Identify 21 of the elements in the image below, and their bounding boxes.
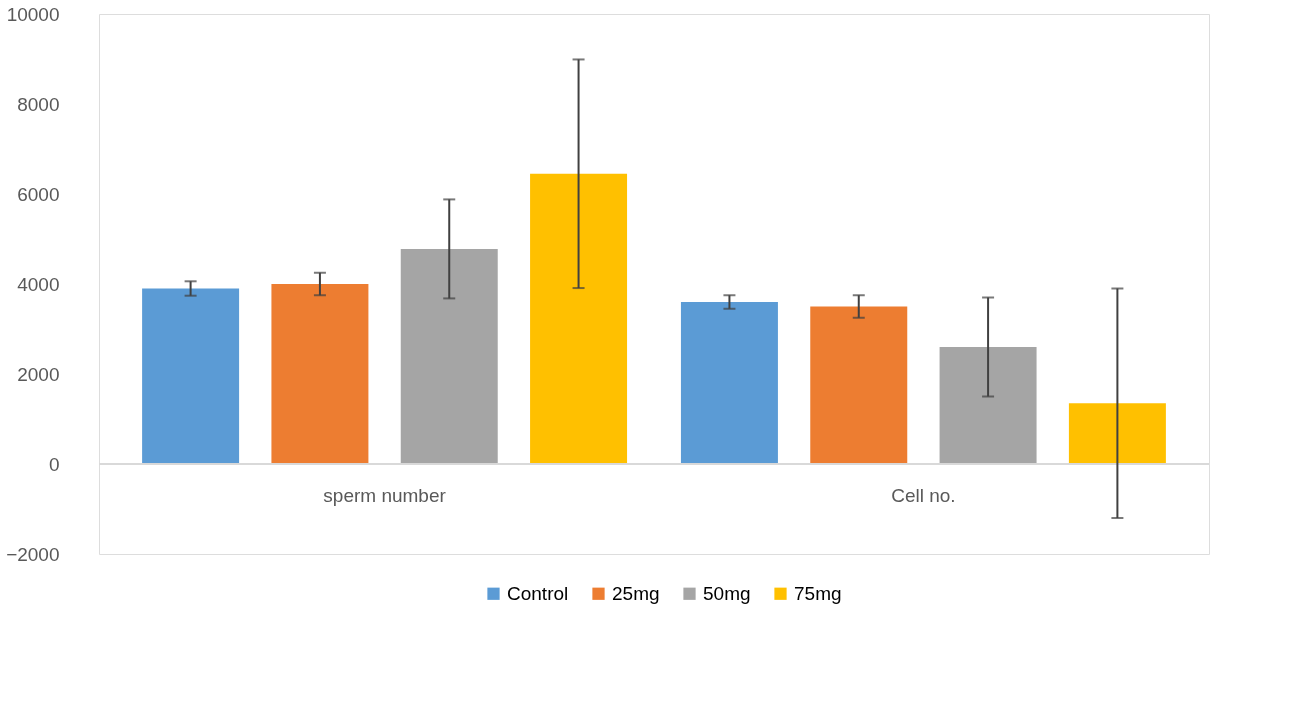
legend-label: 75mg	[794, 582, 842, 604]
legend-label: 25mg	[612, 582, 660, 604]
y-tick-label: 6000	[17, 183, 60, 205]
y-tick-label: 2000	[17, 363, 60, 385]
y-tick-label: 10000	[6, 3, 60, 25]
bar	[530, 173, 628, 464]
legend-label: 50mg	[703, 582, 751, 604]
y-tick-label: 4000	[17, 273, 60, 295]
bar	[400, 248, 498, 464]
y-tick-label: 8000	[17, 93, 60, 115]
x-tick-label: Cell no.	[891, 484, 956, 506]
bar	[810, 306, 908, 464]
y-tick-label: 0	[48, 453, 60, 475]
x-tick-label: sperm number	[323, 484, 447, 506]
bar	[271, 284, 369, 464]
bar	[142, 288, 240, 464]
legend-label: Control	[507, 582, 569, 604]
bar	[939, 347, 1037, 464]
bar	[1068, 403, 1166, 464]
y-tick-label: −2000	[6, 543, 60, 565]
bar	[680, 302, 778, 464]
